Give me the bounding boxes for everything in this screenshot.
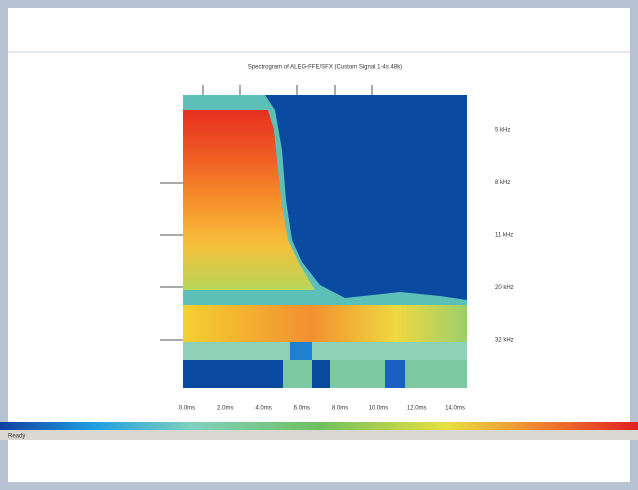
y-label: 8 kHz xyxy=(495,180,510,186)
y-label: 5 kHz xyxy=(495,128,510,134)
x-label: 8.0ms xyxy=(332,406,348,412)
plot-title: Spectrogram of ALEG-FFE/SFX (Custom Sign… xyxy=(248,65,402,71)
x-label: 0.0ms xyxy=(179,406,195,412)
color-bar xyxy=(0,422,638,430)
status-text: Ready xyxy=(8,434,25,440)
x-label: 14.0ms xyxy=(445,406,465,412)
x-label: 4.0ms xyxy=(255,406,271,412)
spectrogram xyxy=(183,95,467,388)
x-label: 2.0ms xyxy=(217,406,233,412)
x-label: 12.0ms xyxy=(407,406,427,412)
app-window: Spectrogram of ALEG-FFE/SFX (Custom Sign… xyxy=(0,0,638,490)
status-bar xyxy=(0,430,638,440)
x-label: 10.0ms xyxy=(369,406,389,412)
y-label: 20 kHz xyxy=(495,285,514,291)
x-label: 6.0ms xyxy=(294,406,310,412)
y-label: 11 kHz xyxy=(495,233,513,239)
y-label: 32 kHz xyxy=(495,338,514,344)
